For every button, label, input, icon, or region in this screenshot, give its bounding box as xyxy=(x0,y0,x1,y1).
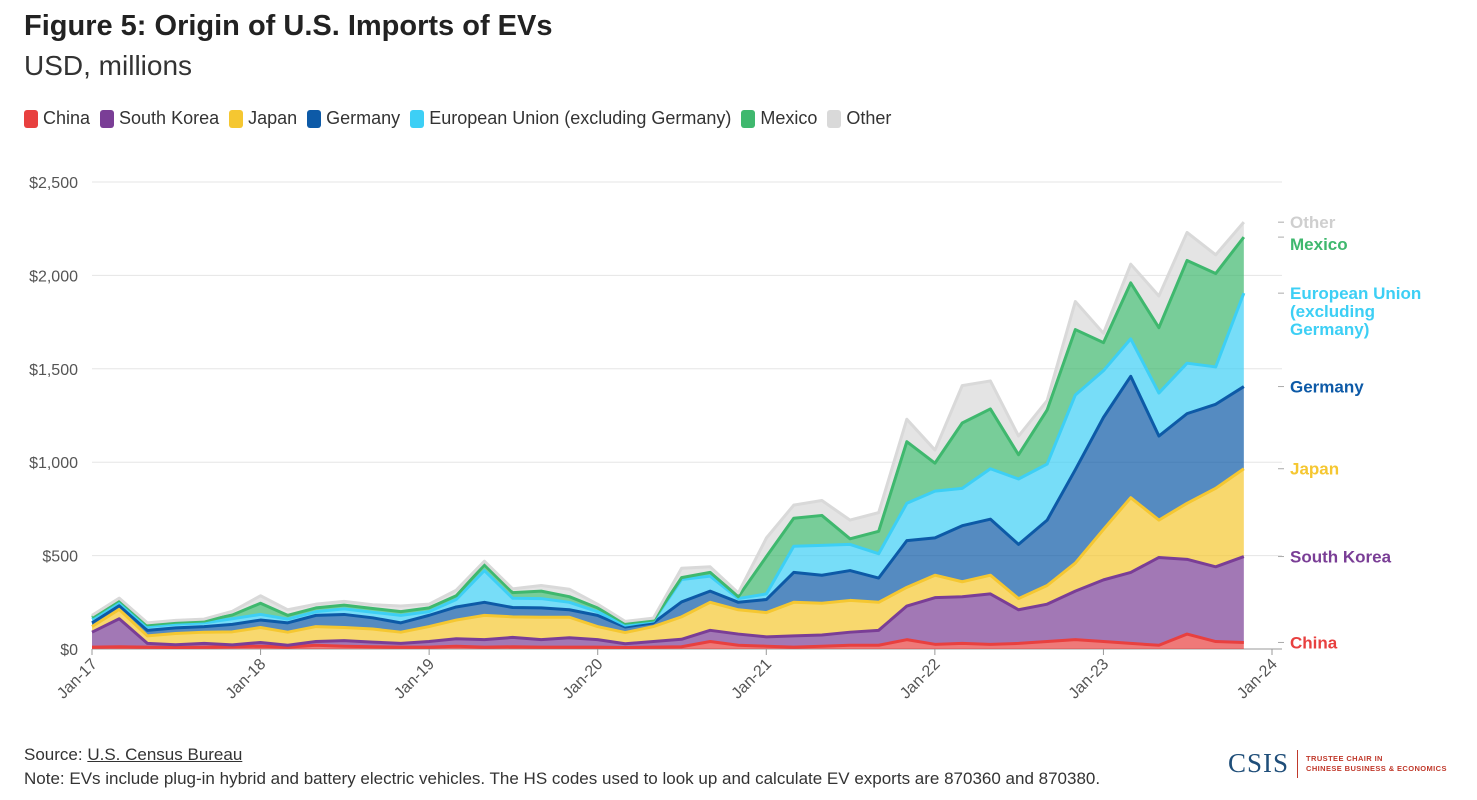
legend-label: South Korea xyxy=(119,108,220,128)
area-series-3 xyxy=(92,376,1244,636)
chart-legend: China South Korea Japan Germany European Uni… xyxy=(24,108,901,129)
series-end-label: Germany xyxy=(1290,378,1364,397)
chart-subtitle: USD, millions xyxy=(24,50,193,81)
y-tick-label: $1,500 xyxy=(29,362,78,379)
legend-item: European Union (excluding Germany) xyxy=(410,108,731,129)
legend-label: Germany xyxy=(326,108,401,128)
legend-label: European Union (excluding Germany) xyxy=(429,108,732,128)
legend-swatch xyxy=(741,109,756,128)
series-top-line-5 xyxy=(91,236,1246,627)
y-tick-label: $2,000 xyxy=(29,268,78,285)
y-axis: $0 $500 $1,000 $1,500 $2,000 $2,500 xyxy=(29,175,78,659)
y-tick-label: $1,000 xyxy=(29,455,78,472)
legend-item: Japan xyxy=(229,108,297,129)
series-top-line-6 xyxy=(91,221,1245,625)
logo-subtitle: TRUSTEE CHAIR IN CHINESE BUSINESS & ECON… xyxy=(1306,754,1447,774)
legend-item: Other xyxy=(827,108,891,129)
legend-item: Germany xyxy=(307,108,400,129)
chart-note: Note: EVs include plug-in hybrid and bat… xyxy=(24,769,1101,788)
source-line: Source: U.S. Census Bureau xyxy=(24,745,242,765)
series-top-line-0 xyxy=(91,632,1244,650)
y-tick-label: $0 xyxy=(60,642,78,659)
x-tick-label: Jan-20 xyxy=(560,656,607,703)
area-series-1 xyxy=(92,556,1244,648)
x-tick-label: Jan-18 xyxy=(223,656,270,703)
series-end-label: Other xyxy=(1290,213,1336,232)
x-tick-label: Jan-19 xyxy=(391,656,438,703)
legend-label: Japan xyxy=(248,108,298,128)
legend-item: China xyxy=(24,108,90,129)
series-top-line-3 xyxy=(91,374,1245,632)
source-link[interactable]: U.S. Census Bureau xyxy=(87,745,243,764)
logo-divider xyxy=(1297,749,1299,778)
area-series-0 xyxy=(92,634,1244,649)
legend-label: Mexico xyxy=(760,108,818,128)
series-end-label: Japan xyxy=(1290,460,1339,479)
x-tick-label: Jan-22 xyxy=(897,656,944,703)
logo-line-2: CHINESE BUSINESS & ECONOMICS xyxy=(1306,763,1447,773)
series-end-label: China xyxy=(1290,633,1338,652)
series-lines xyxy=(91,221,1246,650)
x-tick-label: Jan-24 xyxy=(1234,656,1281,703)
series-end-label: South Korea xyxy=(1290,548,1392,567)
legend-swatch xyxy=(100,109,115,128)
area-series xyxy=(92,222,1244,649)
legend-item: South Korea xyxy=(100,108,219,129)
csis-logo: CSIS TRUSTEE CHAIR IN CHINESE BUSINESS &… xyxy=(1228,748,1447,779)
chart-title: Figure 5: Origin of U.S. Imports of EVs xyxy=(24,10,553,42)
legend-label: China xyxy=(43,108,91,128)
series-top-line-1 xyxy=(91,555,1245,647)
legend-label: Other xyxy=(846,108,892,128)
series-end-label-line: European Union xyxy=(1290,284,1421,303)
legend-swatch xyxy=(827,109,842,128)
series-end-label-line: (excluding xyxy=(1290,302,1375,321)
legend-item: Mexico xyxy=(741,108,817,129)
logo-mark: CSIS xyxy=(1228,748,1290,778)
logo-line-1: TRUSTEE CHAIR IN xyxy=(1306,753,1383,763)
legend-swatch xyxy=(307,109,322,128)
x-tick-label: Jan-23 xyxy=(1066,656,1113,703)
x-tick-label: Jan-21 xyxy=(729,656,776,703)
stacked-area-chart: $0$500$1,000$1,500$2,000$2,500 Jan-17 Jan… xyxy=(29,175,1421,702)
legend-swatch xyxy=(410,109,425,128)
legend-swatch xyxy=(24,109,38,128)
legend-swatch xyxy=(229,109,244,128)
y-tick-label: $2,500 xyxy=(29,175,78,192)
x-tick-label: Jan-17 xyxy=(54,656,101,703)
series-end-label: Mexico xyxy=(1290,235,1348,254)
series-end-label-line: Germany) xyxy=(1290,320,1369,339)
y-tick-label: $500 xyxy=(42,549,78,566)
source-label: Source: xyxy=(24,745,83,764)
series-top-line-2 xyxy=(91,467,1245,638)
series-end-label: European Union (excluding Germany) xyxy=(1290,284,1421,339)
x-axis: Jan-17 Jan-18 Jan-19 Jan-20 Jan-21 Jan-22 Jan-… xyxy=(54,649,1281,702)
